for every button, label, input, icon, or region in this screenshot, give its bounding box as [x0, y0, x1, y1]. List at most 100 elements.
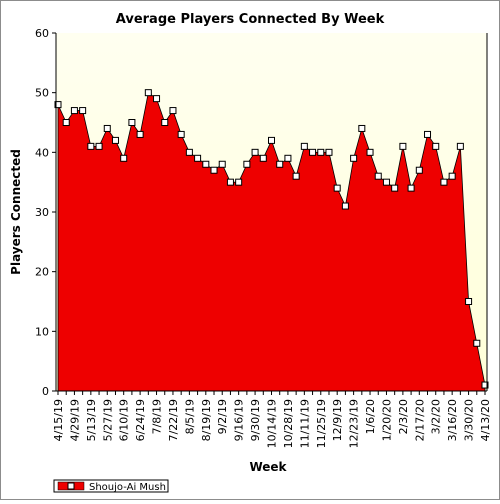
x-tick-label: 9/30/19	[249, 399, 262, 441]
x-tick-label: 3/30/20	[463, 399, 476, 441]
y-tick-label: 30	[35, 206, 49, 219]
x-tick-label: 2/3/20	[397, 399, 410, 434]
legend: Shoujo-Ai Mush	[53, 479, 169, 493]
x-tick-label: 4/13/20	[479, 399, 492, 441]
series-area	[57, 91, 486, 392]
x-tick-label: 9/16/19	[233, 399, 246, 441]
data-point	[185, 148, 193, 156]
y-tick-label: 20	[35, 266, 49, 279]
data-point	[194, 154, 202, 162]
data-point	[432, 142, 440, 150]
data-point	[128, 119, 136, 126]
x-tick-label: 3/2/20	[430, 399, 443, 434]
x-tick-label: 7/22/19	[167, 399, 180, 441]
y-tick-label: 60	[35, 27, 49, 40]
legend-marker	[67, 482, 75, 490]
data-point	[210, 166, 218, 174]
x-tick-label: 3/16/20	[446, 399, 459, 441]
data-point	[276, 160, 284, 168]
x-tick-label: 4/15/19	[52, 399, 65, 441]
x-tick-label: 7/8/19	[151, 399, 164, 434]
data-point	[317, 148, 325, 156]
x-tick-label: 11/11/19	[298, 399, 311, 448]
data-point	[120, 154, 128, 162]
data-point	[473, 339, 481, 347]
x-tick-label: 5/13/19	[85, 399, 98, 441]
x-tick-label: 6/10/19	[118, 399, 131, 441]
data-point	[481, 381, 489, 389]
x-tick-label: 1/20/20	[380, 399, 393, 441]
x-tick-layer: 4/15/19 4/29/19 5/13/19 5/27/19 6/10/19 6/24/…	[52, 391, 492, 448]
data-point	[325, 148, 333, 156]
x-tick-label: 8/5/19	[183, 399, 196, 434]
data-point	[333, 184, 341, 192]
x-tick-label: 4/29/19	[68, 399, 81, 441]
data-point	[358, 124, 366, 132]
data-point	[235, 178, 243, 186]
data-point	[226, 178, 234, 186]
x-tick-label: 9/2/19	[216, 399, 229, 434]
area-layer	[57, 91, 486, 392]
data-point	[309, 148, 317, 156]
data-point	[79, 107, 87, 115]
data-point	[202, 160, 210, 168]
data-point	[153, 95, 161, 103]
data-point	[374, 172, 382, 180]
x-tick-label: 6/24/19	[134, 399, 147, 441]
data-point	[95, 142, 103, 150]
data-point	[391, 184, 399, 192]
data-point	[382, 178, 390, 186]
legend-label: Shoujo-Ai Mush	[89, 482, 166, 493]
data-point	[292, 172, 300, 180]
data-point	[161, 119, 169, 126]
data-point	[144, 89, 152, 97]
y-tick-label: 40	[35, 146, 49, 159]
data-point	[448, 172, 456, 180]
y-tick-label: 0	[42, 385, 49, 398]
x-tick-label: 11/25/19	[315, 399, 328, 448]
data-point	[415, 166, 423, 174]
data-point	[341, 202, 349, 210]
x-tick-label: 8/19/19	[200, 399, 213, 441]
data-point	[465, 298, 473, 305]
data-point	[218, 160, 226, 168]
y-tick-layer: 0 10 20 30 40 50 60	[35, 27, 56, 398]
data-point	[136, 130, 144, 138]
data-point	[103, 124, 111, 132]
y-tick-label: 10	[35, 325, 49, 338]
x-axis-label: Week	[249, 460, 287, 474]
y-tick-label: 50	[35, 87, 49, 100]
x-tick-label: 10/28/19	[282, 399, 295, 448]
data-point	[111, 136, 119, 144]
data-point	[268, 136, 275, 144]
x-tick-label: 12/9/19	[331, 399, 344, 441]
marker-layer	[54, 89, 489, 389]
data-point	[70, 107, 78, 115]
data-point	[300, 142, 308, 150]
data-point	[440, 178, 448, 186]
data-point	[251, 148, 259, 156]
data-point	[62, 119, 70, 126]
data-point	[456, 142, 464, 150]
x-tick-label: 5/27/19	[101, 399, 114, 441]
data-point	[350, 154, 358, 162]
data-point	[243, 160, 251, 168]
data-point	[399, 142, 407, 150]
x-tick-label: 12/23/19	[348, 399, 361, 448]
data-point	[284, 154, 292, 162]
x-tick-label: 2/17/20	[413, 399, 426, 441]
x-tick-label: 10/14/19	[266, 399, 279, 448]
data-point	[87, 142, 95, 150]
data-point	[407, 184, 415, 192]
y-axis-label: Players Connected	[9, 149, 23, 275]
chart-title: Average Players Connected By Week	[116, 12, 385, 27]
x-tick-label: 1/6/20	[364, 399, 377, 434]
data-point	[169, 107, 177, 115]
data-point	[177, 130, 185, 138]
data-point	[366, 148, 374, 156]
data-point	[424, 130, 432, 138]
data-point	[259, 154, 267, 162]
data-point	[54, 101, 62, 109]
